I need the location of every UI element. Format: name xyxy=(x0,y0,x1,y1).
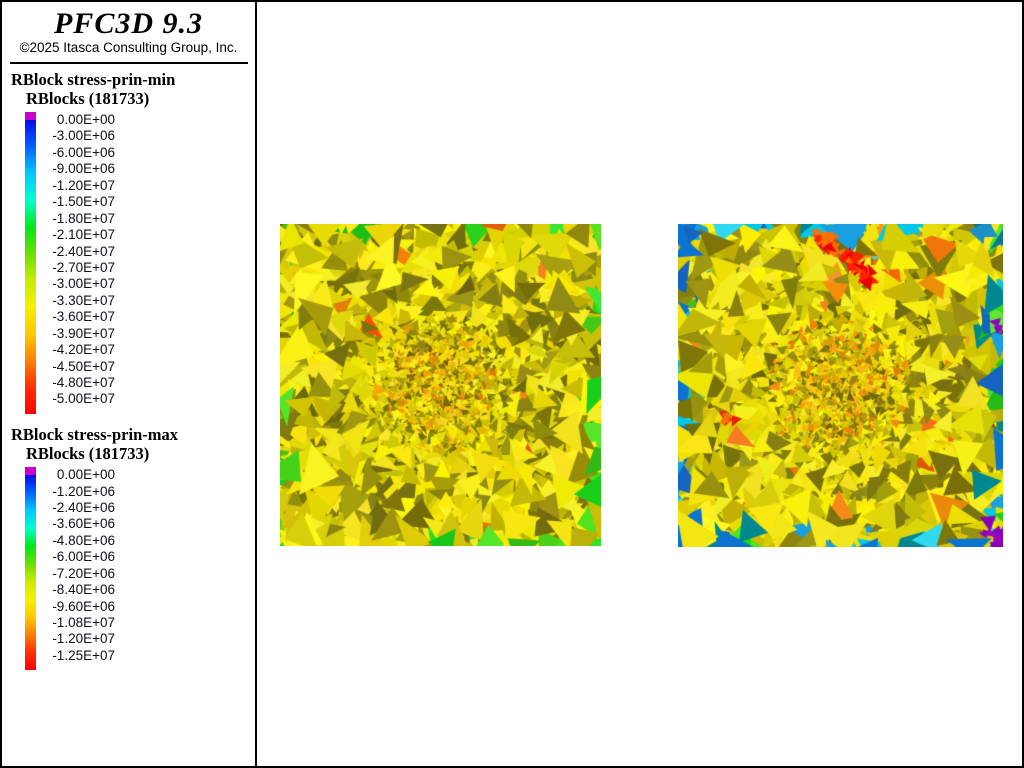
sidebar-separator xyxy=(10,62,248,64)
legend-value: -2.10E+07 xyxy=(52,227,115,243)
legend-value: -3.30E+07 xyxy=(52,292,115,308)
legend-sidebar: PFC3D 9.3 ©2025 Itasca Consulting Group,… xyxy=(2,2,255,766)
legend-value: -2.40E+07 xyxy=(52,243,115,259)
legend-value: -2.70E+07 xyxy=(52,259,115,275)
legend-value: -8.40E+06 xyxy=(52,582,115,598)
legend-value: -1.20E+06 xyxy=(52,483,115,499)
legend-value: -4.50E+07 xyxy=(52,358,115,374)
legend-value: -9.00E+06 xyxy=(52,161,115,177)
legend-value: -1.50E+07 xyxy=(52,194,115,210)
legend-value-list: 0.00E+00 -3.00E+06 -6.00E+06 -9.00E+06 -1.20… xyxy=(43,112,115,408)
legend-value: -1.20E+07 xyxy=(52,177,115,193)
legend-colorbar xyxy=(25,467,36,671)
legend-heading-stress-prin-min: RBlock stress-prin-min xyxy=(11,70,176,89)
legend-stress-prin-max: 0.00E+00 -1.20E+06 -2.40E+06 -3.60E+06 -4.80… xyxy=(2,467,255,671)
legend-value: -4.20E+07 xyxy=(52,342,115,358)
legend-value: 0.00E+00 xyxy=(56,467,115,483)
legend-value: -1.20E+07 xyxy=(52,631,115,647)
legend-value: -2.40E+06 xyxy=(52,499,115,515)
legend-overflow-swatch xyxy=(25,112,36,120)
legend-colorbar xyxy=(25,112,36,415)
legend-value: -5.00E+07 xyxy=(52,391,115,407)
legend-value: -3.60E+06 xyxy=(52,516,115,532)
sidebar-divider xyxy=(255,0,257,768)
legend-value: -3.60E+07 xyxy=(52,309,115,325)
legend-heading-stress-prin-max: RBlock stress-prin-max xyxy=(11,425,178,445)
legend-value: -3.00E+06 xyxy=(52,128,115,144)
rblock-view-stress-prin-max[interactable] xyxy=(678,224,1003,547)
legend-value: -6.00E+06 xyxy=(52,549,115,565)
legend-value: -1.08E+07 xyxy=(52,615,115,631)
legend-value: -6.00E+06 xyxy=(52,144,115,160)
legend-value-list: 0.00E+00 -1.20E+06 -2.40E+06 -3.60E+06 -4.80… xyxy=(43,467,115,664)
legend-value: -7.20E+06 xyxy=(52,565,115,581)
legend-gradient xyxy=(25,120,36,415)
legend-value: -1.25E+07 xyxy=(52,647,115,663)
legend-value: -9.60E+06 xyxy=(52,598,115,614)
legend-stress-prin-min: 0.00E+00 -3.00E+06 -6.00E+06 -9.00E+06 -1.20… xyxy=(2,112,255,415)
legend-value: -3.90E+07 xyxy=(52,325,115,341)
legend-value: -4.80E+07 xyxy=(52,375,115,390)
legend-gradient xyxy=(25,475,36,671)
legend-subheading-rblocks-count: RBlocks (181733) xyxy=(26,444,150,464)
legend-value: -4.80E+06 xyxy=(52,532,115,548)
legend-overflow-swatch xyxy=(25,467,36,476)
legend-value: -3.00E+07 xyxy=(52,276,115,292)
app-title: PFC3D 9.3 xyxy=(53,7,203,40)
legend-value: 0.00E+00 xyxy=(56,112,115,127)
copyright-text: ©2025 Itasca Consulting Group, Inc. xyxy=(19,40,238,55)
legend-subheading-rblocks-count: RBlocks (181733) xyxy=(26,89,150,108)
rblock-view-stress-prin-min[interactable] xyxy=(280,224,601,546)
render-viewport xyxy=(258,2,1022,766)
legend-value: -1.80E+07 xyxy=(52,210,115,226)
